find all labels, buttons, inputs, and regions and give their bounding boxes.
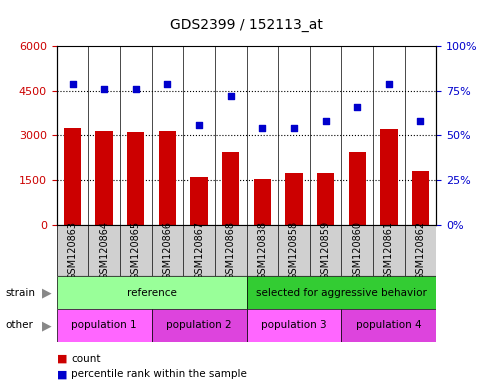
Text: GSM120866: GSM120866 [162,221,173,280]
Text: selected for aggressive behavior: selected for aggressive behavior [256,288,427,298]
Point [195,122,203,128]
Point [353,104,361,110]
Text: ▶: ▶ [42,286,52,299]
Bar [380,129,397,225]
Bar [285,172,303,225]
Point [69,81,76,87]
Text: ■: ■ [57,369,67,379]
Text: population 2: population 2 [166,320,232,331]
Bar [57,276,246,309]
Text: GSM120865: GSM120865 [131,221,141,280]
Text: ▶: ▶ [42,319,52,332]
Point [290,125,298,131]
Point [321,118,329,124]
Text: population 4: population 4 [356,320,422,331]
Text: other: other [5,320,33,331]
Text: ■: ■ [57,354,67,364]
Point [258,125,266,131]
Bar [96,131,113,225]
Bar [341,309,436,342]
Bar [57,309,152,342]
Text: GSM120858: GSM120858 [289,221,299,280]
Text: GSM120868: GSM120868 [226,221,236,280]
Point [227,93,235,99]
Bar [222,152,240,225]
Bar [159,131,176,225]
Point [417,118,424,124]
Text: GSM120859: GSM120859 [320,221,331,280]
Text: count: count [71,354,101,364]
Point [164,81,172,87]
Text: GSM120867: GSM120867 [194,221,204,280]
Bar [127,132,144,225]
Bar [152,309,246,342]
Text: GSM120860: GSM120860 [352,221,362,280]
Point [385,81,393,87]
Bar [246,309,341,342]
Bar [64,128,81,225]
Text: reference: reference [127,288,176,298]
Text: percentile rank within the sample: percentile rank within the sample [71,369,247,379]
Text: GSM120861: GSM120861 [384,221,394,280]
Text: population 3: population 3 [261,320,327,331]
Text: population 1: population 1 [71,320,137,331]
Text: strain: strain [5,288,35,298]
Bar [349,152,366,225]
Text: GDS2399 / 152113_at: GDS2399 / 152113_at [170,18,323,32]
Text: GSM120864: GSM120864 [99,221,109,280]
Text: GSM120838: GSM120838 [257,221,267,280]
Point [132,86,140,92]
Bar [412,171,429,225]
Text: GSM120863: GSM120863 [68,221,77,280]
Bar [190,177,208,225]
Bar [317,172,334,225]
Text: GSM120862: GSM120862 [416,221,425,280]
Bar [246,276,436,309]
Point [100,86,108,92]
Bar [253,179,271,225]
